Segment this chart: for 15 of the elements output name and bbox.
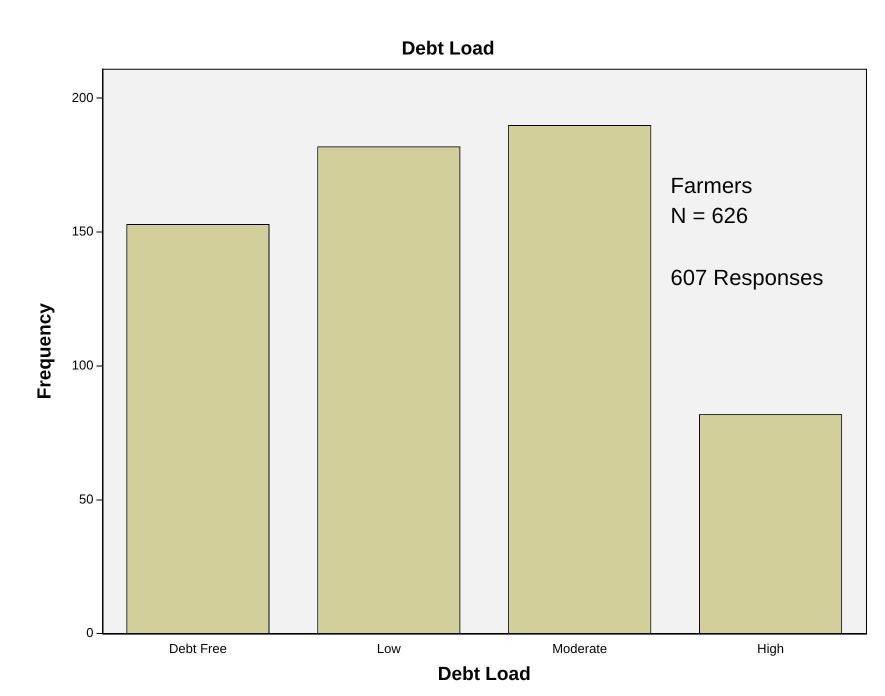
- x-tick-label: Low: [376, 640, 402, 656]
- y-axis-title: Frequency: [34, 302, 56, 400]
- annotation: 607 Responses: [670, 264, 824, 290]
- x-tick-label: Moderate: [552, 640, 608, 656]
- x-tick-label: Debt Free: [169, 640, 227, 656]
- y-tick-label: 200: [72, 90, 94, 105]
- annotation: N = 626: [670, 202, 748, 228]
- y-tick-label: 150: [72, 224, 94, 239]
- x-axis-title: Debt Load: [438, 664, 531, 685]
- y-tick-label: 100: [72, 358, 94, 372]
- annotation: Farmers: [670, 172, 752, 198]
- x-tick-label: High: [757, 640, 784, 656]
- chart-title: Debt Load: [402, 38, 494, 60]
- y-tick-label: 50: [79, 491, 94, 506]
- y-tick-label: 0: [86, 625, 94, 640]
